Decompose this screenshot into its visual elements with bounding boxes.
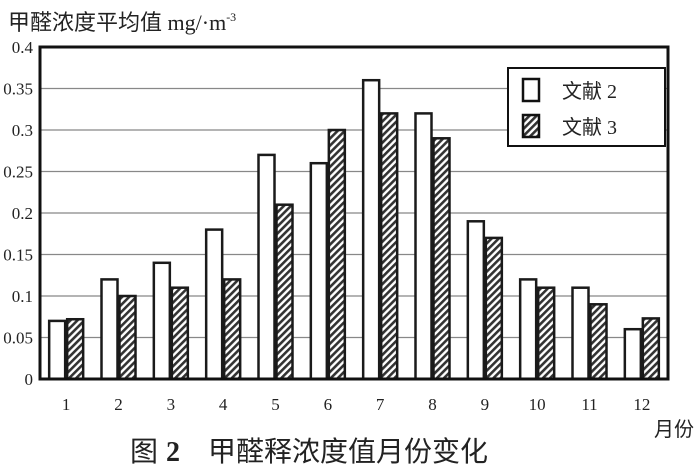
- y-tick-label: 0.2: [12, 204, 33, 223]
- bar-series-2-month-1: [65, 317, 85, 381]
- y-tick-label: 0: [25, 370, 34, 389]
- x-tick-label: 10: [529, 395, 546, 414]
- figure-caption: 图 2 甲醛释浓度值月份变化: [130, 436, 488, 468]
- x-tick-label: 11: [581, 395, 597, 414]
- bar-series-2-month-12: [641, 317, 661, 381]
- legend-swatch-series-1: [521, 77, 541, 103]
- y-tick-label: 0.4: [12, 38, 34, 57]
- bar-series-1-month-1: [47, 319, 67, 381]
- bar-series-1-month-7: [361, 78, 381, 381]
- x-tick-label: 7: [376, 395, 385, 414]
- y-tick-label: 0.1: [12, 287, 33, 306]
- x-tick-label: 3: [167, 395, 176, 414]
- legend-label-series-2: 文献 3: [562, 116, 617, 139]
- bar-series-2-month-3: [170, 286, 190, 381]
- x-tick-label: 1: [62, 395, 71, 414]
- bar-series-1-month-8: [414, 112, 433, 381]
- bar-series-2-month-2: [118, 294, 137, 381]
- bar-series-2-month-9: [484, 236, 504, 381]
- bar-series-1-month-10: [518, 278, 538, 381]
- x-tick-label: 9: [481, 395, 490, 414]
- bar-series-1-month-6: [309, 161, 329, 381]
- x-tick-label: 6: [324, 395, 333, 414]
- bar-series-1-month-3: [152, 261, 172, 381]
- x-axis-title: 月份: [654, 418, 694, 441]
- legend-label-series-1: 文献 2: [562, 80, 617, 103]
- bar-series-2-month-6: [327, 128, 347, 381]
- bar-series-1-month-5: [257, 153, 276, 381]
- x-tick-label: 8: [428, 395, 437, 414]
- bar-series-2-month-5: [275, 203, 294, 381]
- bar-series-1-month-11: [571, 286, 590, 381]
- bar-series-2-month-11: [589, 303, 608, 381]
- legend: 文献 2 文献 3: [507, 67, 666, 147]
- bar-series-1-month-12: [623, 327, 643, 381]
- plot-frame: [38, 45, 670, 381]
- bar-series-1-month-4: [204, 228, 224, 381]
- x-tick-label: 4: [219, 395, 228, 414]
- bar-series-1-month-9: [466, 220, 486, 381]
- legend-swatch-series-2: [521, 113, 541, 139]
- y-tick-label: 0.15: [3, 246, 33, 265]
- y-tick-label: 0.3: [12, 121, 33, 140]
- x-tick-label: 2: [114, 395, 123, 414]
- bar-series-2-month-8: [432, 137, 451, 381]
- x-tick-label: 5: [271, 395, 280, 414]
- y-axis-title: 甲醛浓度平均值 mg/·m-3: [8, 10, 236, 35]
- x-tick-label: 12: [633, 395, 650, 414]
- bar-series-2-month-7: [379, 112, 399, 381]
- y-tick-label: 0.25: [3, 163, 33, 182]
- bar-series-1-month-2: [100, 278, 119, 381]
- bar-series-2-month-10: [536, 286, 556, 381]
- bar-series-2-month-4: [222, 278, 242, 381]
- y-tick-label: 0.35: [3, 80, 33, 99]
- y-tick-label: 0.05: [3, 329, 33, 348]
